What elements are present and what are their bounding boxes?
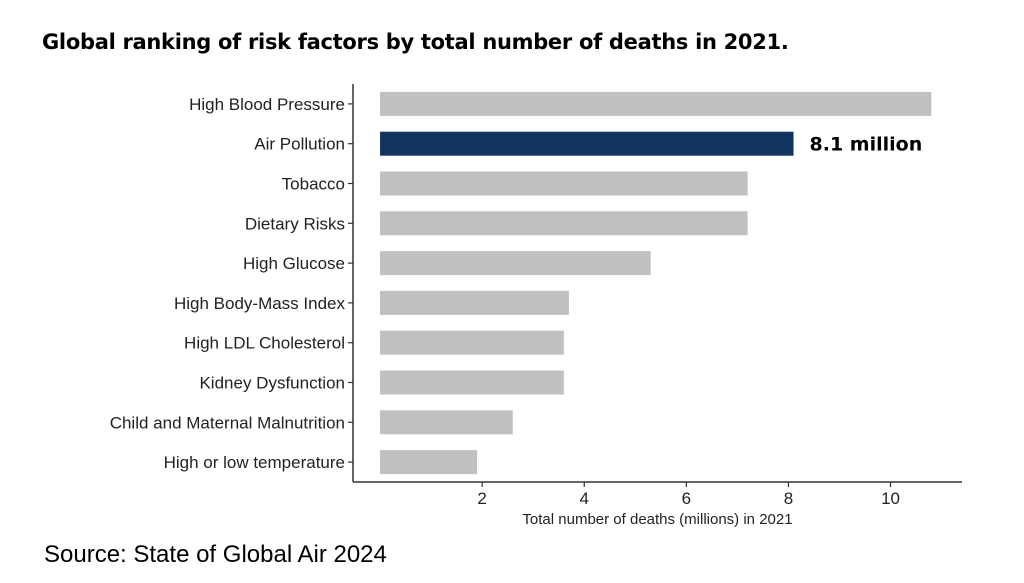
category-label: Dietary Risks	[245, 214, 345, 233]
category-label: Tobacco	[282, 175, 345, 194]
category-label: Air Pollution	[254, 135, 345, 154]
bar	[380, 251, 651, 276]
bar	[380, 450, 478, 475]
x-tick-label: 4	[580, 489, 589, 508]
category-label: Child and Maternal Malnutrition	[110, 413, 345, 432]
data-label: 8.1 million	[810, 134, 923, 156]
bar	[380, 330, 564, 355]
bar	[380, 410, 513, 435]
bar	[380, 171, 748, 196]
category-label: High Glucose	[243, 254, 345, 273]
x-tick-label: 8	[784, 489, 793, 508]
bar	[380, 211, 748, 236]
x-tick-label: 10	[881, 489, 900, 508]
x-tick-label: 2	[477, 489, 486, 508]
bar	[380, 131, 794, 156]
x-tick-label: 6	[682, 489, 691, 508]
x-axis-title: Total number of deaths (millions) in 202…	[522, 511, 792, 528]
category-label: Kidney Dysfunction	[199, 374, 345, 393]
category-label: High Body-Mass Index	[174, 294, 346, 313]
source-note: Source: State of Global Air 2024	[44, 541, 387, 568]
bar	[380, 91, 932, 116]
bar	[380, 290, 569, 315]
chart-title: Global ranking of risk factors by total …	[42, 30, 789, 54]
category-label: High LDL Cholesterol	[184, 334, 345, 353]
category-label: High Blood Pressure	[189, 95, 345, 114]
category-label: High or low temperature	[164, 453, 345, 472]
bar	[380, 370, 564, 395]
